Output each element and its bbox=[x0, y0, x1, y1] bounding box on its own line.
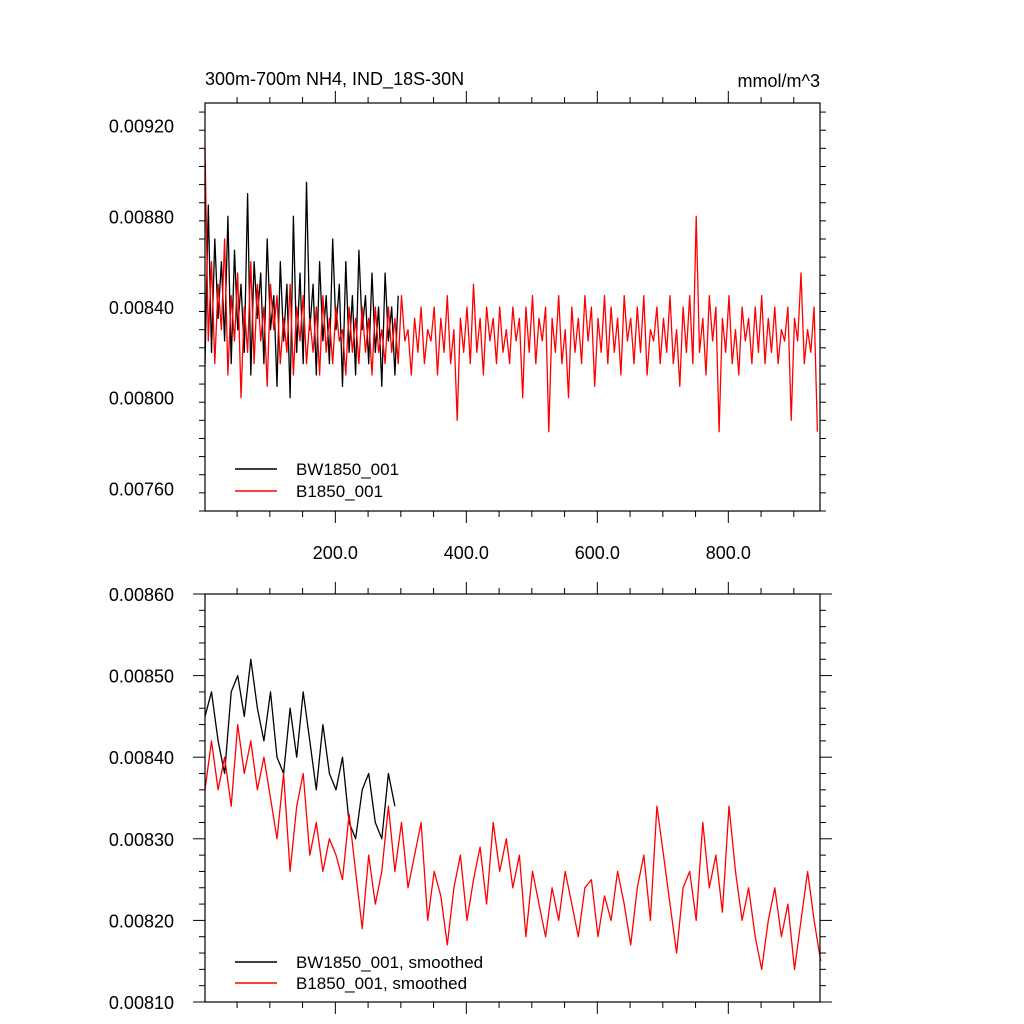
x-tick-label: 800.0 bbox=[706, 543, 751, 563]
legend-label: B1850_001 bbox=[296, 482, 383, 501]
y-tick-label: 0.00760 bbox=[109, 479, 174, 499]
plot-frame bbox=[204, 102, 821, 512]
y-tick-label: 0.00840 bbox=[109, 298, 174, 318]
legend-label: B1850_001, smoothed bbox=[296, 974, 467, 993]
legend-label: BW1850_001 bbox=[296, 460, 399, 479]
x-tick-label: 600.0 bbox=[575, 543, 620, 563]
series-line-b1850 bbox=[204, 723, 822, 971]
y-tick-label: 0.00860 bbox=[109, 585, 174, 605]
y-tick-label: 0.00840 bbox=[109, 748, 174, 768]
chart-title: 300m-700m NH4, IND_18S-30N bbox=[205, 69, 464, 90]
plot-frame bbox=[204, 593, 821, 1003]
y-tick-label: 0.00820 bbox=[109, 911, 174, 931]
top-panel: 0.00760 0.00800 0.00840 0.00880 0.00920 200.0… bbox=[109, 91, 826, 563]
y-tick-label: 0.00920 bbox=[109, 117, 174, 137]
y-tick-label: 0.00880 bbox=[109, 207, 174, 227]
series-line-bw1850 bbox=[204, 658, 396, 840]
series-line-bw1850 bbox=[204, 181, 399, 399]
series-line-b1850 bbox=[204, 148, 819, 433]
y-tick-label: 0.00810 bbox=[109, 993, 174, 1013]
bottom-panel: 0.00810 0.00820 0.00830 0.00840 0.00850 0.008… bbox=[109, 582, 832, 1014]
x-tick-label: 400.0 bbox=[444, 543, 489, 563]
y-tick-label: 0.00850 bbox=[109, 667, 174, 687]
y-tick-label: 0.00830 bbox=[109, 830, 174, 850]
x-tick-label: 200.0 bbox=[313, 543, 358, 563]
units-label: mmol/m^3 bbox=[738, 71, 820, 91]
legend-label: BW1850_001, smoothed bbox=[296, 953, 483, 972]
y-tick-label: 0.00800 bbox=[109, 389, 174, 409]
